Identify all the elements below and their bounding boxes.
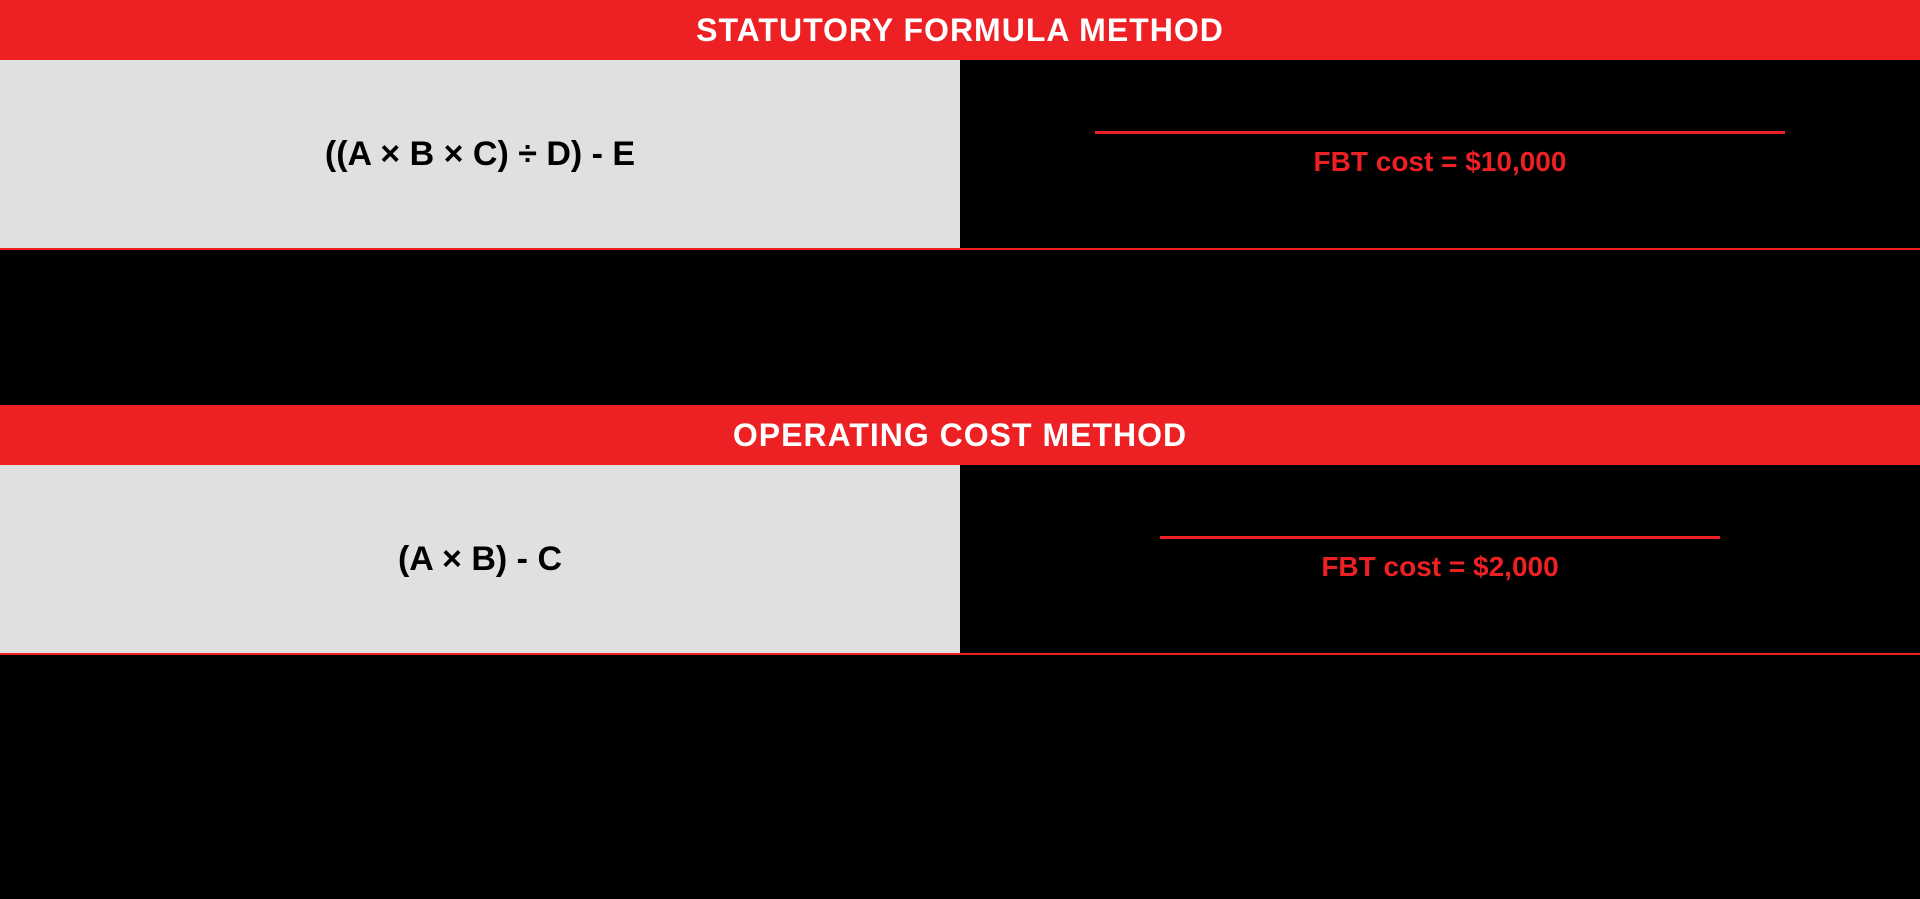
- method-block-operating: OPERATING COST METHOD (A × B) - C FBT co…: [0, 405, 1920, 655]
- content-row-statutory: ((A × B × C) ÷ D) - E FBT cost = $10,000: [0, 60, 1920, 250]
- result-divider: [1160, 536, 1720, 539]
- result-text: FBT cost = $10,000: [1314, 146, 1567, 178]
- content-row-operating: (A × B) - C FBT cost = $2,000: [0, 465, 1920, 655]
- result-divider: [1095, 131, 1785, 134]
- header-bar-operating: OPERATING COST METHOD: [0, 405, 1920, 465]
- formula-text: (A × B) - C: [398, 540, 562, 579]
- method-block-statutory: STATUTORY FORMULA METHOD ((A × B × C) ÷ …: [0, 0, 1920, 250]
- infographic-container: STATUTORY FORMULA METHOD ((A × B × C) ÷ …: [0, 0, 1920, 899]
- result-cell: FBT cost = $10,000: [960, 60, 1920, 248]
- header-bar-statutory: STATUTORY FORMULA METHOD: [0, 0, 1920, 60]
- spacer: [0, 250, 1920, 405]
- formula-cell: ((A × B × C) ÷ D) - E: [0, 60, 960, 248]
- result-cell: FBT cost = $2,000: [960, 465, 1920, 653]
- result-text: FBT cost = $2,000: [1321, 551, 1558, 583]
- header-title: STATUTORY FORMULA METHOD: [696, 12, 1224, 49]
- header-title: OPERATING COST METHOD: [733, 417, 1187, 454]
- formula-text: ((A × B × C) ÷ D) - E: [325, 135, 635, 174]
- formula-cell: (A × B) - C: [0, 465, 960, 653]
